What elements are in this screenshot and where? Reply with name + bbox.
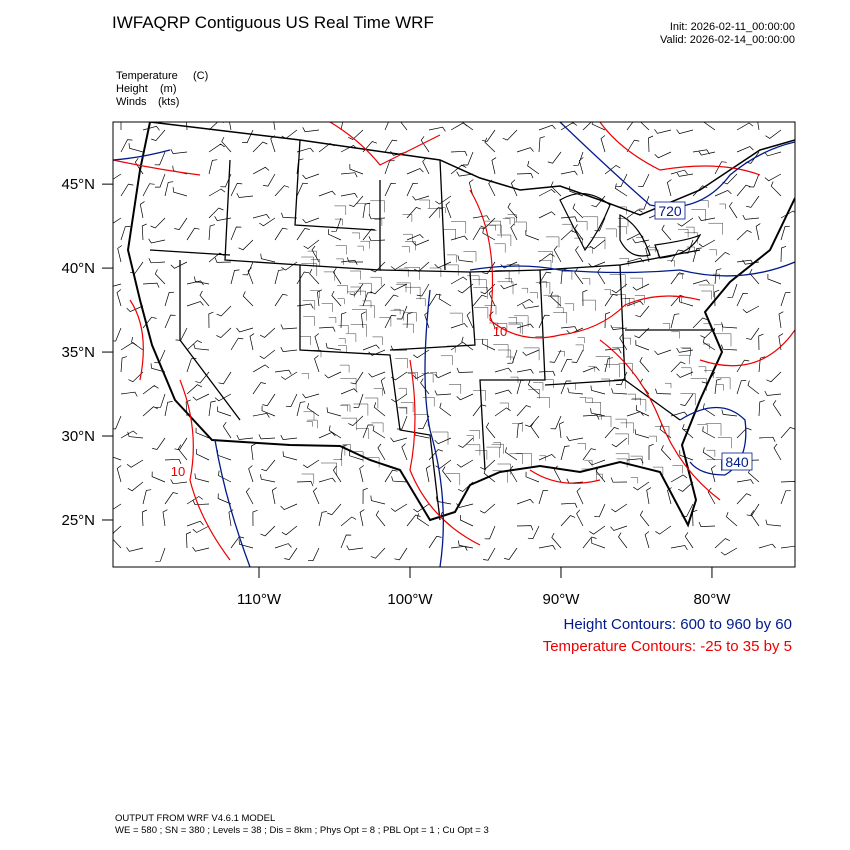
footer-model: OUTPUT FROM WRF V4.6.1 MODEL (115, 813, 275, 824)
init-time: Init: 2026-02-11_00:00:00 (670, 21, 795, 33)
y-tick-label: 40°N (61, 260, 95, 277)
axes: 110°W 100°W 90°W 80°W 45°N 40°N 35°N 30°N 25°N (61, 176, 731, 608)
land-outline (126, 122, 795, 528)
contour-label-box (654, 201, 753, 471)
height-contours (113, 122, 795, 567)
lake (559, 193, 702, 259)
height-legend: Height Contours: 600 to 960 by 60 (564, 616, 793, 633)
temperature-contours (113, 122, 795, 561)
county-lines (300, 199, 732, 485)
county-borders (300, 199, 732, 485)
footer-config: WE = 580 ; SN = 380 ; Levels = 38 ; Dis … (115, 825, 489, 836)
y-tick-label: 45°N (61, 176, 95, 193)
field-name: Temperature (116, 70, 178, 82)
state-borders (149, 139, 715, 521)
field-unit: (m) (160, 83, 177, 95)
contour-label: 840 (725, 454, 749, 470)
x-tick-label: 100°W (387, 591, 433, 608)
contour-label: 720 (658, 203, 682, 219)
y-tick-label: 30°N (61, 428, 95, 445)
title: IWFAQRP Contiguous US Real Time WRF (112, 13, 434, 32)
x-tick-label: 80°W (694, 591, 732, 608)
field-name: Winds (116, 96, 147, 108)
y-tick-label: 35°N (61, 344, 95, 361)
valid-time: Valid: 2026-02-14_00:00:00 (660, 34, 795, 46)
field-name: Height (116, 83, 148, 95)
field-unit: (kts) (158, 96, 179, 108)
x-tick-label: 110°W (237, 591, 282, 608)
barb-lines (113, 122, 795, 562)
map: 720 840 10 10 (113, 122, 795, 567)
wind-barbs (113, 122, 795, 562)
y-tick-label: 25°N (61, 512, 95, 529)
contour-label: 10 (493, 324, 507, 339)
land-outline (149, 122, 795, 216)
field-unit: (C) (193, 70, 208, 82)
map-frame (112, 121, 796, 568)
x-tick-label: 90°W (543, 591, 581, 608)
contour-label: 10 (171, 464, 185, 479)
temperature-legend: Temperature Contours: -25 to 35 by 5 (543, 638, 792, 655)
